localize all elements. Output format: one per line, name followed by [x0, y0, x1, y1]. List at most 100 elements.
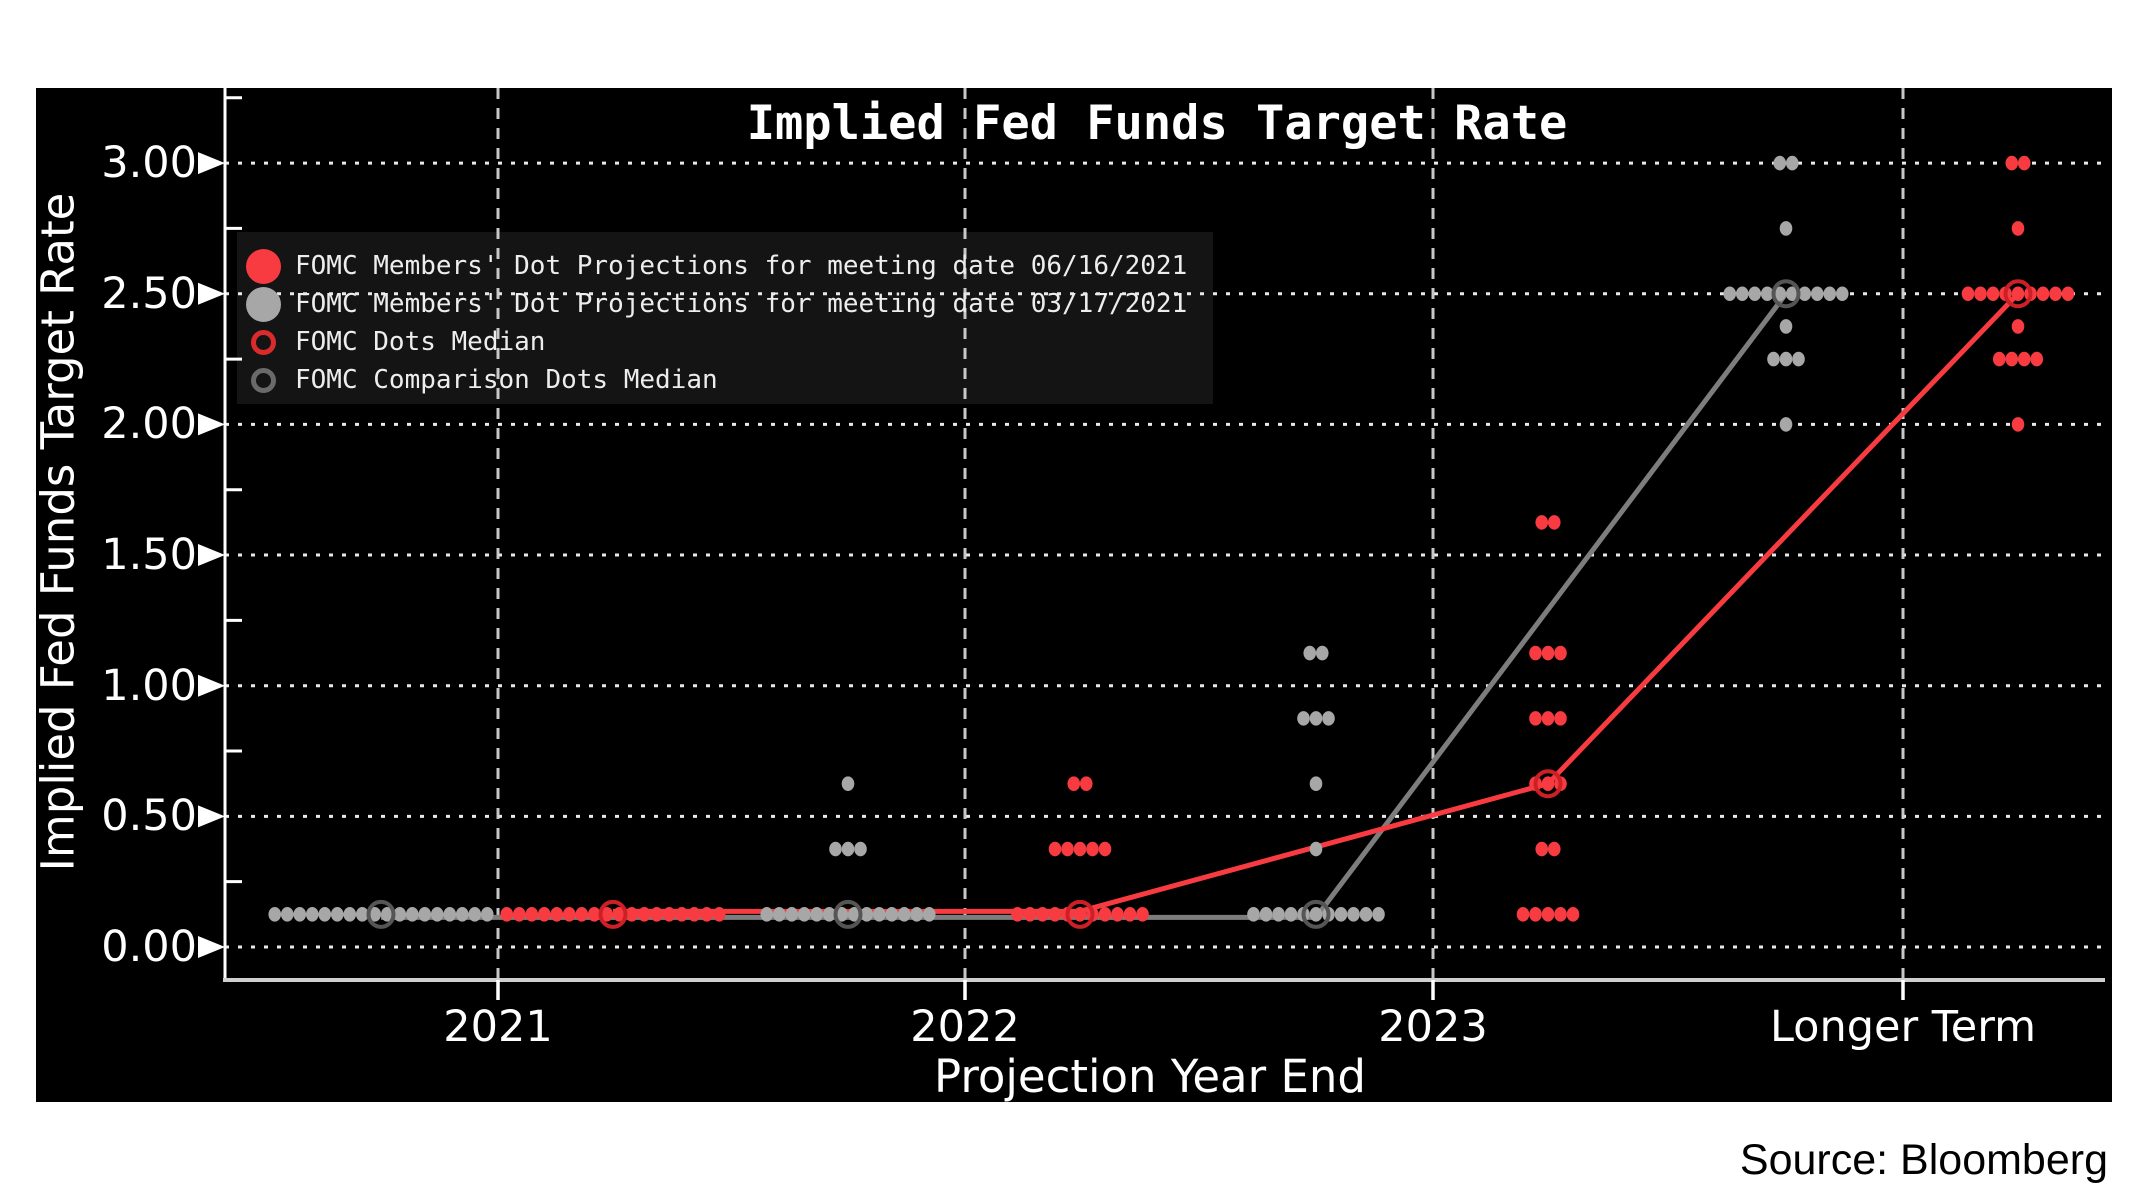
projection-dot	[1992, 351, 2006, 367]
projection-dot	[1823, 286, 1837, 302]
projection-dot	[1541, 711, 1555, 726]
filled-dot-marker-icon	[237, 248, 289, 284]
legend-item: FOMC Members' Dot Projections for meetin…	[237, 285, 1187, 323]
projection-dot	[829, 841, 842, 857]
filled-dot-marker-icon	[237, 286, 289, 322]
projection-dot	[2011, 286, 2025, 302]
projection-dot	[600, 907, 614, 922]
projection-dot	[612, 907, 626, 922]
projection-dot	[305, 907, 319, 922]
y-tick-arrow-icon	[198, 282, 225, 305]
y-tick-arrow-icon	[198, 152, 225, 175]
projection-dot	[455, 907, 469, 922]
projection-dot	[1541, 907, 1555, 922]
projection-dot	[1773, 155, 1787, 171]
projection-dot	[1036, 907, 1049, 922]
x-tick-label: 2022	[910, 1002, 1020, 1052]
projection-dot	[537, 907, 551, 922]
legend-item: FOMC Members' Dot Projections for meetin…	[237, 247, 1187, 285]
dots-06-16-2021	[500, 155, 2075, 929]
median-ring	[1065, 899, 1095, 929]
projection-dot	[1986, 286, 2000, 302]
projection-dot	[872, 907, 886, 922]
axes	[198, 88, 2105, 1000]
projection-dot	[1785, 286, 1799, 302]
projection-dot	[2011, 417, 2025, 432]
dots-03-17-2021	[268, 155, 1849, 929]
projection-dot	[625, 907, 639, 922]
legend-bg	[237, 232, 1213, 404]
projection-dot	[841, 776, 855, 791]
projection-dot	[525, 907, 539, 922]
projection-dot	[1123, 907, 1137, 922]
projection-dot	[2005, 155, 2019, 171]
projection-dot	[1079, 776, 1093, 791]
y-tick-arrow-icon	[198, 674, 225, 697]
median-ring-marker-icon	[237, 367, 289, 393]
projection-dot	[1529, 645, 1542, 661]
projection-dot	[1547, 841, 1561, 857]
projection-dot	[1334, 907, 1348, 922]
projection-dot	[1535, 515, 1549, 530]
projection-dot	[1309, 776, 1323, 791]
projection-dot	[1309, 841, 1323, 857]
projection-dot	[1779, 319, 1793, 334]
projection-dot	[822, 907, 836, 922]
projection-dot	[860, 907, 874, 922]
legend: FOMC Members' Dot Projections for meetin…	[237, 232, 1213, 404]
projection-dot	[772, 907, 786, 922]
legend-item-label: FOMC Dots Median	[295, 327, 546, 357]
projection-dot	[1798, 286, 1812, 302]
projection-dot	[810, 907, 824, 922]
y-tick-label: 1.50	[101, 530, 197, 581]
projection-dot	[2011, 221, 2025, 236]
y-tick-label: 1.00	[101, 660, 197, 711]
projection-dot	[318, 907, 332, 922]
projection-dot	[1322, 711, 1335, 726]
median-ring	[833, 899, 863, 929]
projection-dot	[847, 907, 861, 922]
projection-dot	[687, 907, 701, 922]
gridlines	[225, 88, 2105, 980]
projection-dot	[393, 907, 407, 922]
projection-dot	[1098, 907, 1112, 922]
x-tick-label: 2021	[443, 1002, 553, 1052]
projection-dot	[1073, 841, 1087, 857]
projection-dot	[1297, 711, 1310, 726]
legend-item: FOMC Comparison Dots Median	[237, 361, 718, 399]
projection-dot	[380, 907, 394, 922]
projection-dot	[1272, 907, 1285, 922]
projection-dot	[1247, 907, 1260, 922]
projection-dot	[1961, 286, 1975, 302]
projection-dot	[897, 907, 911, 922]
median-ring	[598, 899, 628, 929]
projection-dot	[1048, 907, 1062, 922]
projection-dot	[1359, 907, 1373, 922]
projection-dot	[500, 907, 514, 922]
projection-dot	[2030, 351, 2044, 367]
projection-dot	[343, 907, 357, 922]
y-tick-label: 3.00	[101, 138, 197, 189]
projection-dot	[1073, 907, 1087, 922]
median-ring	[1771, 279, 1801, 309]
projection-dot	[2061, 286, 2075, 302]
y-tick-label: 2.00	[101, 399, 197, 450]
projection-dot	[355, 907, 369, 922]
projection-dot	[1111, 907, 1124, 922]
median-ring	[366, 899, 396, 929]
projection-dot	[1748, 286, 1762, 302]
projection-dot	[1767, 351, 1780, 367]
y-tick-label: 2.50	[101, 268, 197, 319]
projection-dot	[1554, 645, 1567, 661]
projection-dot	[405, 907, 419, 922]
median-ring	[1533, 769, 1563, 799]
projection-dot	[785, 907, 799, 922]
legend-item-label: FOMC Members' Dot Projections for meetin…	[295, 251, 1188, 281]
y-tick-arrow-icon	[198, 413, 225, 436]
projection-dot	[760, 907, 774, 922]
projection-dot	[910, 907, 924, 922]
projection-dot	[1023, 907, 1037, 922]
projection-dot	[443, 907, 457, 922]
projection-dot	[1541, 776, 1555, 791]
